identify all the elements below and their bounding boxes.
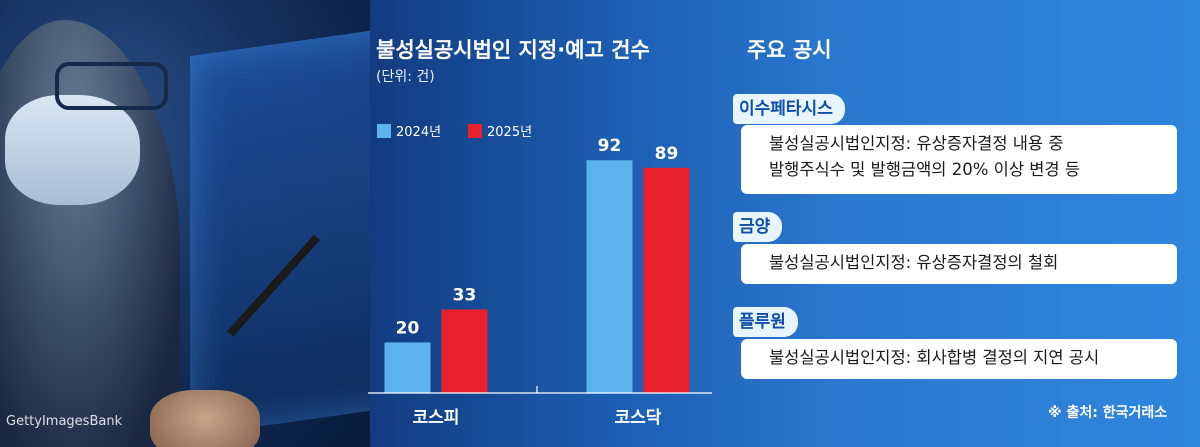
- source-note: ※ 출처: 한국거래소: [1048, 405, 1168, 421]
- face-mask-graphic: [5, 95, 140, 205]
- disclosure-box-1: 불성실공시법인지정: 유상증자결정 내용 중 발행주식수 및 발행금액의 20%…: [741, 125, 1177, 194]
- bar-코스피-2025년: [441, 309, 488, 393]
- bar-코스닥-2024년: [586, 160, 633, 393]
- data-label-코스닥-2025년: 89: [655, 144, 679, 164]
- data-label-코스닥-2024년: 92: [598, 136, 622, 156]
- legend-item-2025: 2025년: [468, 121, 532, 140]
- stock-photo: GettyImagesBank: [0, 0, 370, 447]
- photo-credit: GettyImagesBank: [6, 414, 123, 429]
- disclosure-text-line: 발행주식수 및 발행금액의 20% 이상 변경 등: [769, 160, 1081, 179]
- disclosure-box-2: 불성실공시법인지정: 유상증자결정의 철회: [741, 244, 1177, 284]
- chart-title: 불성실공시법인 지정·예고 건수: [376, 38, 650, 62]
- legend-swatch-2025: [468, 123, 482, 138]
- stock-monitor-graphic: [190, 23, 370, 437]
- legend-item-2024: 2024년: [377, 121, 441, 140]
- disclosure-text-line: 불성실공시법인지정: 회사합병 결정의 지연 공시: [769, 348, 1100, 367]
- hand-graphic: [150, 390, 260, 447]
- disclosures-title: 주요 공시: [747, 38, 832, 62]
- category-label-코스피: 코스피: [413, 408, 460, 428]
- disclosure-text-line: 불성실공시법인지정: 유상증자결정 내용 중: [769, 134, 1064, 153]
- chart-unit: (단위: 건): [376, 69, 435, 85]
- category-label-코스닥: 코스닥: [615, 408, 662, 428]
- disclosure-text-line: 불성실공시법인지정: 유상증자결정의 철회: [769, 253, 1059, 272]
- company-tag-2: 금양: [733, 212, 783, 242]
- glasses-graphic: [55, 62, 168, 110]
- bar-코스피-2024년: [384, 342, 431, 393]
- disclosure-box-3: 불성실공시법인지정: 회사합병 결정의 지연 공시: [741, 339, 1177, 379]
- legend-label-2025: 2025년: [487, 125, 533, 140]
- bar-chart: 20 33 92 89 코스피 코스닥: [368, 136, 712, 428]
- data-label-코스피-2025년: 33: [453, 286, 477, 306]
- bar-코스닥-2025년: [643, 167, 690, 393]
- company-tag-3: 플루원: [733, 307, 798, 337]
- legend-swatch-2024: [377, 123, 391, 138]
- legend-label-2024: 2024년: [396, 125, 442, 140]
- data-label-코스피-2024년: 20: [396, 318, 420, 338]
- company-tag-1: 이수페타시스: [733, 94, 845, 124]
